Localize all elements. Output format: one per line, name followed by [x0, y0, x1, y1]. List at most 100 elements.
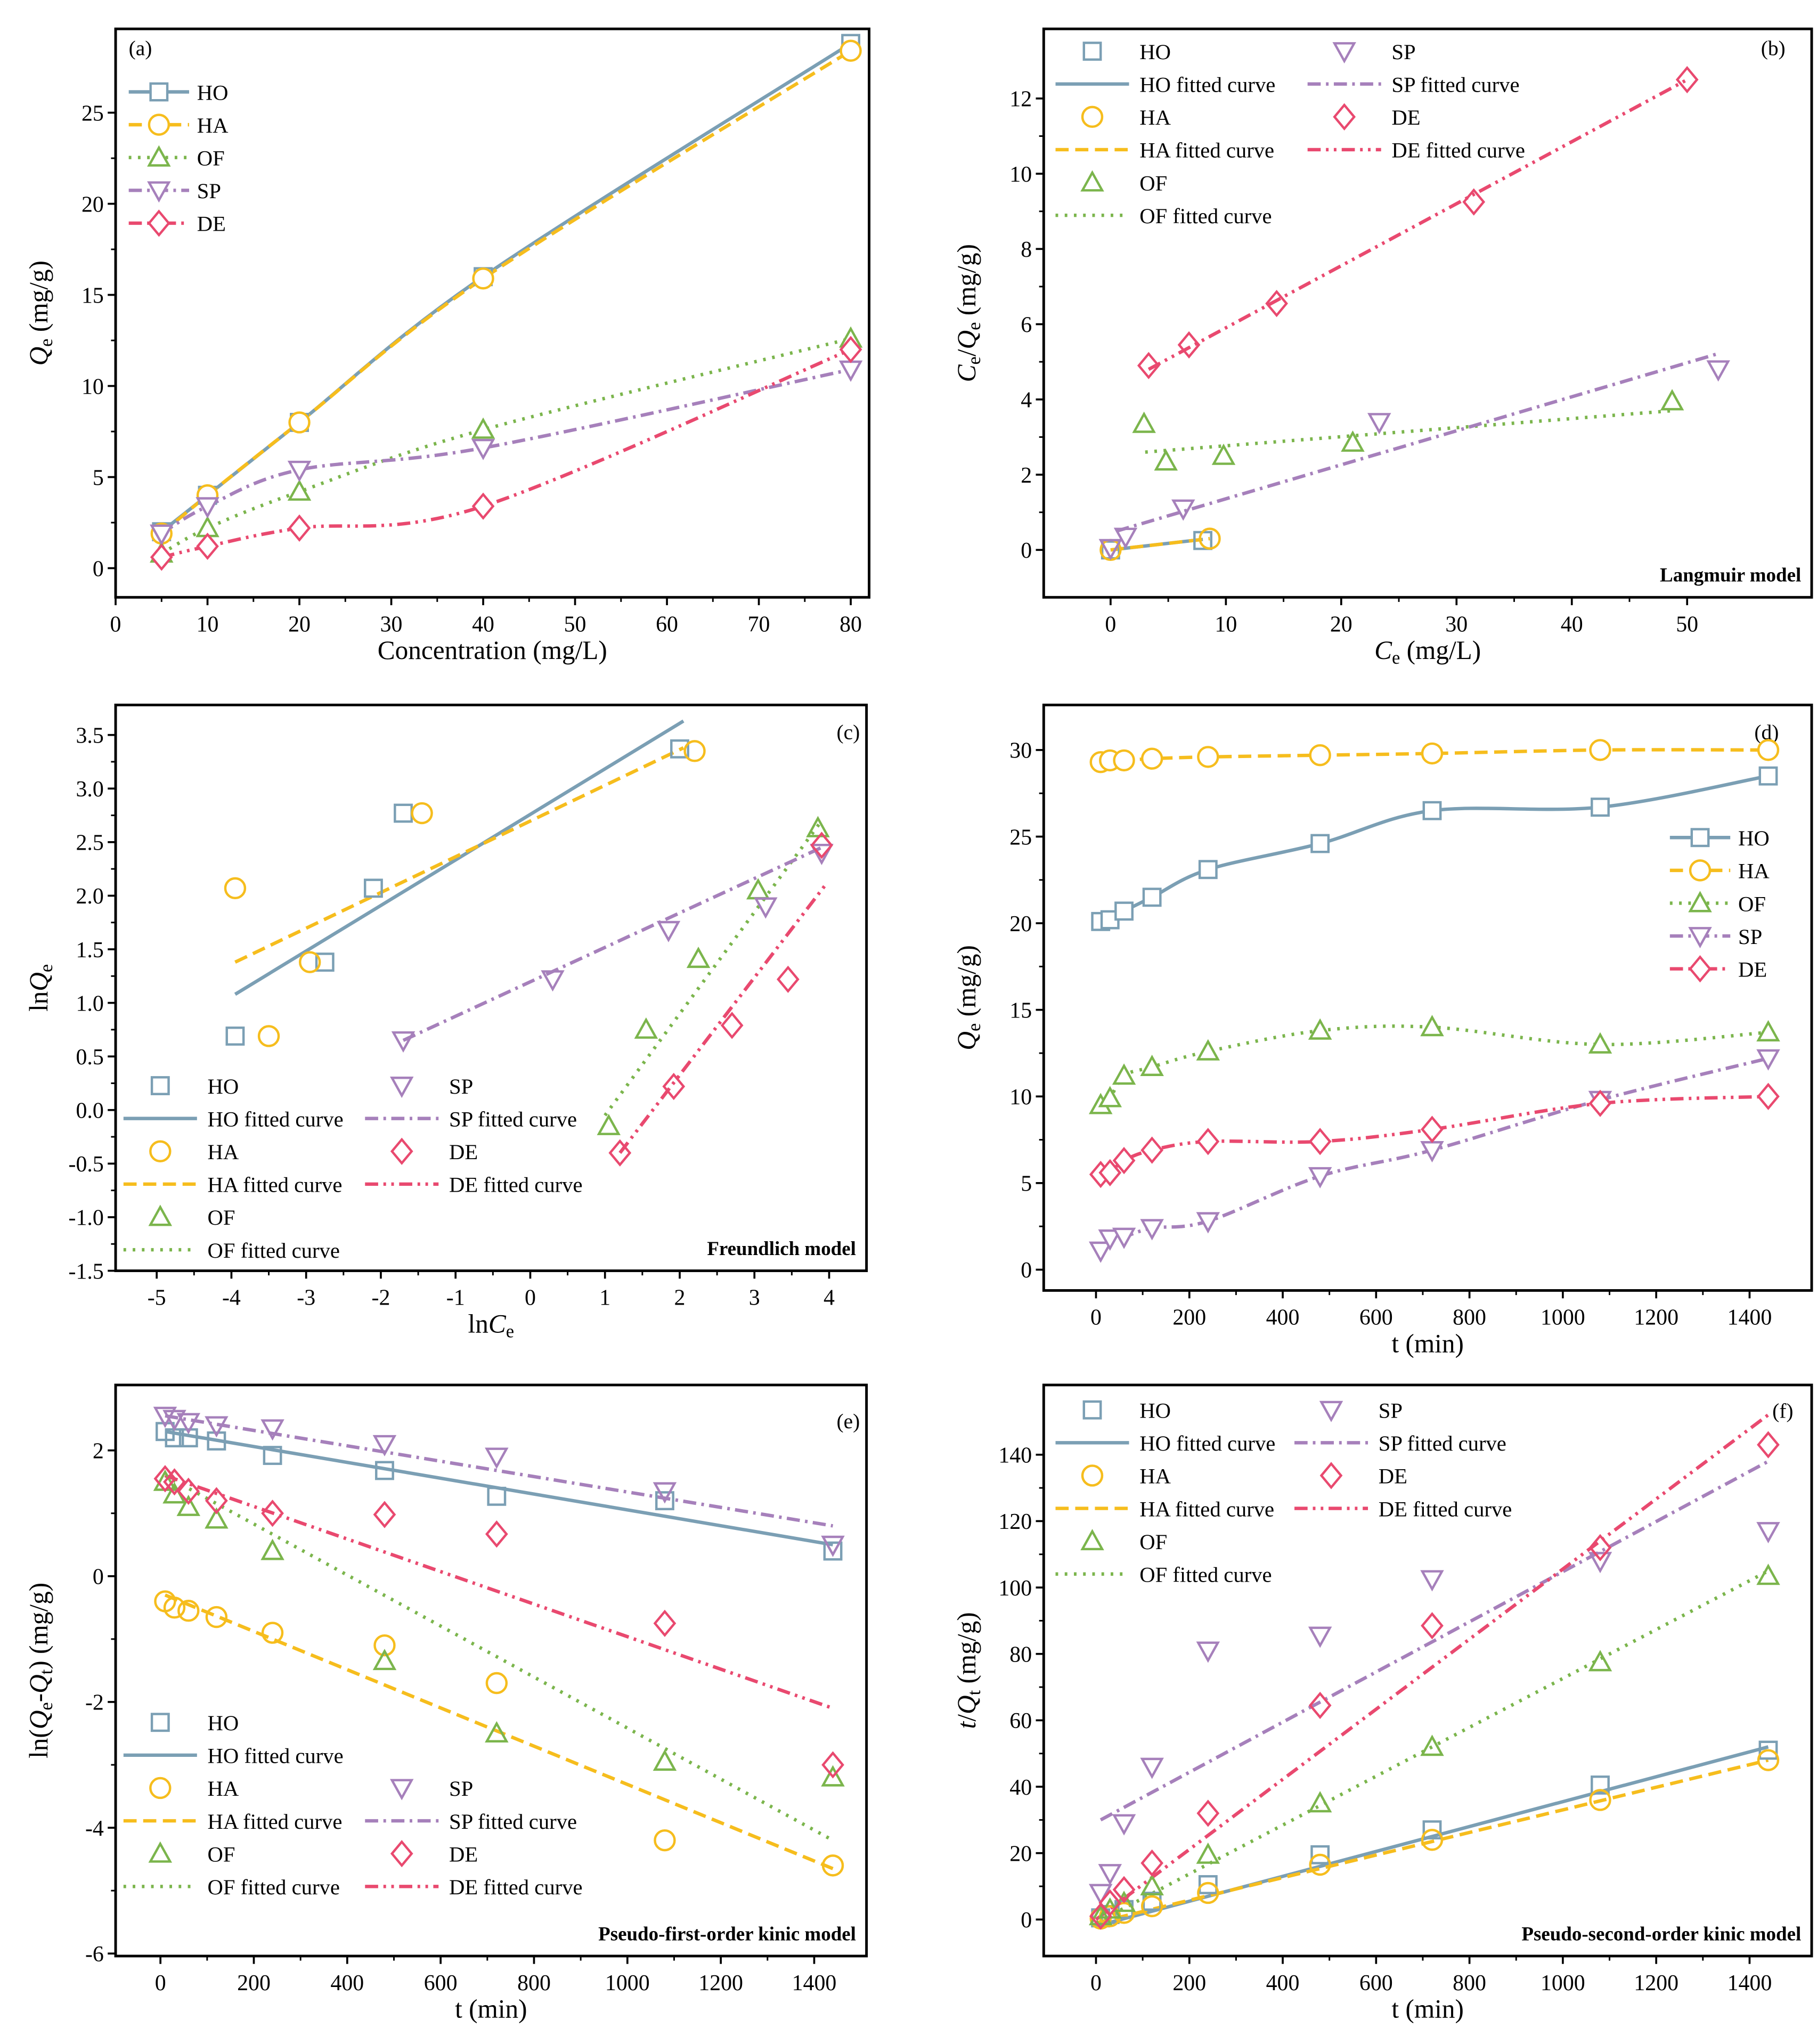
legend-label: OF — [1738, 892, 1766, 916]
label-part: / — [952, 349, 981, 356]
data-point-DE — [1421, 1115, 1444, 1143]
legend: HO HO fitted curve HA HA fitted curve OF OF f… — [1055, 1399, 1512, 1587]
legend-marker — [390, 1779, 414, 1801]
data-point-HA — [288, 411, 311, 434]
data-point-HA — [1421, 742, 1444, 765]
data-point-DE — [776, 965, 800, 993]
label-part: t — [36, 1669, 56, 1674]
label-part: e — [964, 1023, 984, 1031]
data-point-DE — [196, 532, 219, 560]
label-part: ln — [24, 991, 53, 1012]
label-part: ) (mg/g) — [24, 1583, 53, 1670]
legend: HO HA OF SP DE — [1669, 826, 1770, 983]
x-tick-label: 1400 — [792, 1971, 837, 1996]
data-point-SP — [656, 921, 681, 942]
legend-label: OF fitted curve — [208, 1239, 340, 1263]
data-point-HO — [1198, 1875, 1218, 1894]
legend-item-ha-fitted-curve: HA fitted curve — [1055, 1497, 1274, 1521]
label-part: e — [36, 964, 56, 972]
legend-item-sp: SP — [1669, 925, 1762, 949]
label-part: (mg/g) — [952, 244, 981, 322]
legend-label: HO — [1139, 40, 1171, 64]
legend: HO HA OF SP DE — [128, 80, 229, 237]
series-line-HO — [160, 42, 852, 533]
legend-label: OF — [208, 1206, 235, 1229]
fitted-curve-SP — [1099, 1460, 1769, 1822]
data-point-SP — [1112, 1814, 1136, 1836]
y-tick-label: 0 — [1021, 1908, 1032, 1933]
legend-marker — [148, 1841, 173, 1863]
legend-label: SP fitted curve — [1391, 73, 1519, 97]
label-part: t (min) — [455, 1994, 527, 2024]
chart-panel-d: 0 200 400 600 800 1000 1200 1400 0 5 10 15 20 25 30 t (… — [952, 703, 1813, 1358]
data-point-OF — [1132, 411, 1156, 433]
legend-label: SP fitted curve — [449, 1107, 577, 1131]
data-point-DE — [1140, 1136, 1164, 1164]
fitted-curve-DE — [618, 884, 827, 1154]
data-point-SP — [162, 1410, 186, 1431]
y-tick-label: 3.5 — [76, 723, 104, 748]
x-axis-label: Concentration (mg/L) — [378, 636, 607, 665]
x-tick-label: 70 — [748, 612, 770, 637]
data-point-HA — [261, 1622, 284, 1644]
chart-panel-c: -5 -4 -3 -2 -1 0 1 2 3 4 -1.5 -1.0 -0.5 0.0 0.5 1.0 1.5 2… — [24, 703, 868, 1341]
fitted-curve-HA — [234, 746, 685, 964]
data-point-DE — [608, 1139, 632, 1167]
x-tick-label: 60 — [656, 612, 678, 637]
data-point-SP — [1140, 1219, 1164, 1241]
x-tick-label: -3 — [297, 1286, 315, 1310]
data-point-SP — [1088, 1884, 1113, 1905]
data-point-DE — [839, 336, 862, 363]
data-point-SP — [260, 1419, 284, 1441]
label-part: e — [36, 1702, 56, 1710]
legend-item-sp-fitted-curve: SP fitted curve — [1307, 73, 1520, 97]
legend-label: DE — [1391, 105, 1420, 129]
legend-label: HA fitted curve — [208, 1810, 343, 1834]
legend-item-of: OF — [148, 1204, 235, 1229]
data-point-SP — [821, 1535, 845, 1557]
x-tick-label: 800 — [517, 1971, 551, 1996]
fitted-curve-HO — [234, 719, 685, 996]
data-point-DE — [163, 1468, 186, 1496]
data-point-HA — [821, 1854, 844, 1877]
legend-item-ho: HO — [1082, 40, 1171, 64]
legend-item-ha: HA — [149, 1777, 239, 1801]
label-part: (mg/g) — [952, 945, 981, 1023]
data-point-HA — [299, 951, 321, 973]
label-part: C — [1374, 636, 1392, 665]
legend-marker — [1081, 105, 1104, 128]
data-point-HO — [1310, 834, 1330, 853]
series-line-OF — [160, 337, 851, 555]
y-tick-label: 20 — [1009, 1842, 1032, 1866]
legend-marker — [1082, 42, 1102, 61]
legend-label: DE fitted curve — [449, 1875, 583, 1899]
y-tick-label: 0.5 — [76, 1045, 104, 1070]
data-point-OF — [1308, 1018, 1332, 1040]
y-tick-label: 5 — [93, 466, 104, 490]
legend-marker — [1080, 170, 1104, 192]
legend-marker — [1332, 42, 1356, 64]
data-point-OF — [485, 1721, 509, 1742]
legend-marker — [149, 1777, 172, 1799]
label-part: Q — [24, 347, 53, 366]
legend-item-sp-fitted-curve: SP fitted curve — [365, 1107, 577, 1131]
y-tick-label: 10 — [1009, 1085, 1032, 1110]
legend-marker — [390, 1077, 414, 1098]
y-tick-label: 1.5 — [76, 938, 104, 963]
model-label: Langmuir model — [1660, 564, 1801, 586]
legend-label: HO — [1139, 1399, 1171, 1423]
legend-item-sp: SP — [1319, 1399, 1403, 1423]
model-label: Freundlich model — [707, 1237, 856, 1259]
data-point-OF — [821, 1765, 845, 1787]
y-tick-label: 140 — [998, 1444, 1032, 1468]
legend-item-of: OF — [148, 1841, 235, 1866]
legend-label: SP — [1391, 40, 1415, 64]
legend-marker — [147, 181, 171, 203]
y-tick-label: 2 — [93, 1439, 104, 1463]
data-point-DE — [373, 1501, 396, 1528]
legend-label: HO fitted curve — [208, 1744, 344, 1768]
legend-label: HO — [208, 1074, 239, 1098]
data-point-DE — [1588, 1534, 1612, 1561]
data-point-OF — [686, 947, 711, 968]
data-point-SP — [176, 1413, 201, 1435]
